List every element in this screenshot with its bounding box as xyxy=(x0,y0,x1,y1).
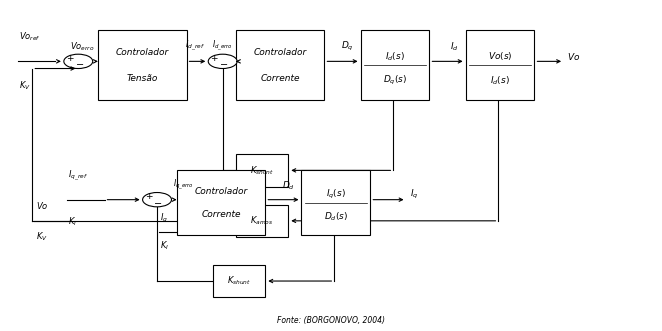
Text: Controlador: Controlador xyxy=(254,48,307,57)
Text: $I_{q\_ref}$: $I_{q\_ref}$ xyxy=(68,169,88,183)
Text: $I_q(s)$: $I_q(s)$ xyxy=(326,188,346,201)
Text: Controlador: Controlador xyxy=(195,187,248,196)
Circle shape xyxy=(64,54,93,69)
Bar xyxy=(361,30,430,100)
Text: $I_{q\_erro}$: $I_{q\_erro}$ xyxy=(173,177,195,192)
Text: Corrente: Corrente xyxy=(201,210,241,219)
Bar xyxy=(236,205,289,237)
Text: $I_q$: $I_q$ xyxy=(410,188,418,201)
Text: $K_{shunt}$: $K_{shunt}$ xyxy=(227,275,251,287)
Text: $K_{shunt}$: $K_{shunt}$ xyxy=(250,164,274,177)
Text: $I_q$: $I_q$ xyxy=(160,212,168,225)
Bar xyxy=(301,170,370,235)
Text: $K_V$: $K_V$ xyxy=(19,79,31,92)
Text: −: − xyxy=(154,199,163,209)
Text: Controlador: Controlador xyxy=(116,48,169,57)
Text: $Vo_{erro}$: $Vo_{erro}$ xyxy=(70,41,95,53)
Text: $Vo_{ref}$: $Vo_{ref}$ xyxy=(19,31,41,43)
Bar xyxy=(177,170,265,235)
Text: $I_d(s)$: $I_d(s)$ xyxy=(385,50,405,63)
Text: $K_I$: $K_I$ xyxy=(160,239,169,252)
Bar xyxy=(213,265,265,297)
Text: −: − xyxy=(75,60,84,70)
Text: −: − xyxy=(220,60,228,70)
Bar xyxy=(465,30,534,100)
Text: $K_I$: $K_I$ xyxy=(68,216,77,228)
Text: $I_{d\_erro}$: $I_{d\_erro}$ xyxy=(212,39,233,53)
Bar xyxy=(98,30,187,100)
Text: +: + xyxy=(144,192,152,201)
Text: $Vo$: $Vo$ xyxy=(567,51,581,62)
Text: $I_d$: $I_d$ xyxy=(450,41,459,53)
Text: $D_q(s)$: $D_q(s)$ xyxy=(383,74,407,87)
Circle shape xyxy=(142,193,171,207)
Text: Corrente: Corrente xyxy=(260,73,300,82)
Text: $D_q$: $D_q$ xyxy=(341,40,354,53)
Text: +: + xyxy=(66,54,73,63)
Text: $K_{amos}$: $K_{amos}$ xyxy=(250,214,273,227)
Text: $D_d$: $D_d$ xyxy=(282,179,295,192)
Text: $D_d(s)$: $D_d(s)$ xyxy=(324,211,348,223)
Text: $Vo$: $Vo$ xyxy=(36,200,48,211)
Text: $Vo(s)$: $Vo(s)$ xyxy=(488,50,512,62)
Text: $I_d(s)$: $I_d(s)$ xyxy=(490,74,510,87)
Text: $I_{d\_ref}$: $I_{d\_ref}$ xyxy=(185,39,205,53)
Bar xyxy=(236,154,289,187)
Text: Tensão: Tensão xyxy=(126,73,158,82)
Text: Fonte: (BORGONOVO, 2004): Fonte: (BORGONOVO, 2004) xyxy=(277,316,385,325)
Bar xyxy=(236,30,324,100)
Circle shape xyxy=(209,54,237,69)
Text: +: + xyxy=(211,54,218,63)
Text: $K_V$: $K_V$ xyxy=(36,231,48,243)
